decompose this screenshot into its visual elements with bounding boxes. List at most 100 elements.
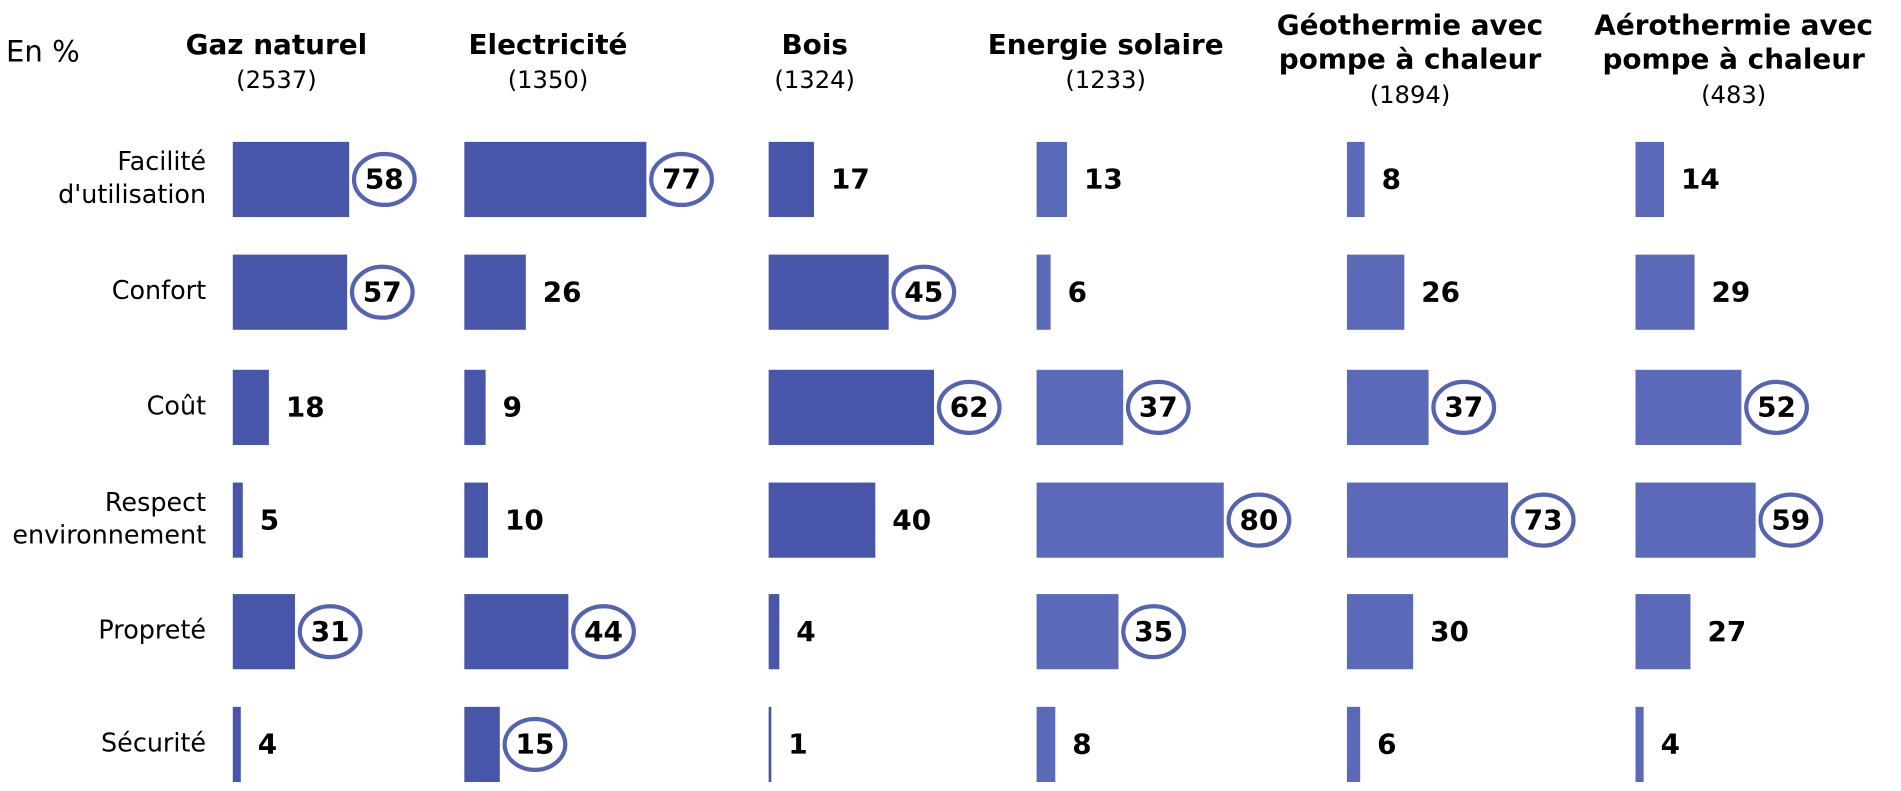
panel-subtitle: (483) [1701, 80, 1766, 109]
bar [768, 482, 876, 558]
bar [1635, 141, 1665, 218]
panel-subtitle: (1894) [1370, 80, 1451, 109]
bar [232, 254, 348, 330]
bar [464, 141, 647, 218]
highlight-circle [1510, 492, 1576, 548]
category-label: Sécurité [101, 728, 206, 758]
highlight-circle [936, 379, 1002, 435]
panel-title: pompe à chaleur [1279, 43, 1542, 76]
panel-title: Gaz naturel [186, 28, 368, 61]
value-label: 77 [662, 163, 701, 196]
value-label: 8 [1382, 163, 1401, 196]
bar [1346, 482, 1509, 558]
value-label: 40 [892, 503, 931, 536]
value-label: 59 [1771, 503, 1810, 536]
bar [768, 369, 935, 445]
value-label: 30 [1430, 615, 1469, 648]
panel-subtitle: (1233) [1065, 65, 1146, 94]
highlight-circle [297, 604, 363, 660]
panel-subtitle: (1350) [508, 65, 589, 94]
bar [768, 254, 889, 330]
value-label: 31 [311, 615, 350, 648]
bar [1346, 594, 1414, 670]
value-label: 52 [1757, 391, 1796, 424]
panel-title: Géothermie avec [1277, 9, 1543, 42]
category-label: environnement [12, 520, 206, 550]
bar [1635, 254, 1695, 330]
category-label: Propreté [98, 616, 206, 646]
value-label: 44 [584, 615, 623, 648]
bar [1635, 706, 1644, 783]
highlight-circle [571, 604, 636, 660]
category-label: Facilité [117, 147, 206, 177]
bar [1346, 369, 1429, 445]
highlight-circle [1125, 379, 1191, 435]
bar [1036, 369, 1124, 445]
value-label: 73 [1524, 503, 1563, 536]
value-label: 8 [1072, 728, 1091, 761]
bar [1635, 594, 1691, 670]
value-label: 4 [1661, 728, 1680, 761]
bar [232, 369, 269, 445]
bar [464, 594, 569, 670]
bar [1036, 706, 1056, 783]
bar [1635, 482, 1756, 558]
bar [768, 706, 772, 783]
value-label: 62 [950, 391, 989, 424]
highlight-circle [1744, 379, 1809, 435]
value-label: 58 [365, 163, 404, 196]
bar [232, 594, 295, 670]
panel-subtitle: (1324) [774, 65, 855, 94]
value-label: 9 [503, 391, 522, 424]
bar [768, 594, 780, 670]
value-label: 26 [543, 275, 582, 308]
value-label: 35 [1134, 615, 1173, 648]
panel-title: Energie solaire [988, 28, 1224, 61]
value-label: 14 [1681, 163, 1720, 196]
value-label: 10 [505, 503, 544, 536]
value-label: 27 [1707, 615, 1746, 648]
value-label: 45 [904, 275, 943, 308]
bar [464, 369, 486, 445]
bar [1036, 594, 1119, 670]
panel-title: Bois [781, 28, 848, 61]
value-label: 29 [1712, 275, 1751, 308]
bar [1036, 141, 1067, 218]
panel-title: Electricité [469, 28, 628, 61]
value-label: 6 [1068, 275, 1087, 308]
category-label: Confort [112, 276, 206, 306]
bar [232, 141, 350, 218]
panel-title: Aérothermie avec [1594, 9, 1873, 42]
highlight-circle [1121, 604, 1187, 660]
bar [768, 141, 814, 218]
bar [232, 706, 241, 783]
bar [1036, 254, 1051, 330]
value-label: 57 [363, 275, 402, 308]
category-label: Coût [147, 391, 206, 421]
bar [464, 482, 488, 558]
value-label: 13 [1084, 163, 1123, 196]
bar [1346, 706, 1361, 783]
bar [1635, 369, 1742, 445]
bar [464, 706, 500, 783]
bar [464, 254, 526, 330]
value-label: 1 [788, 728, 807, 761]
bar [1036, 482, 1224, 558]
value-label: 6 [1377, 728, 1396, 761]
value-label: 15 [516, 728, 555, 761]
value-label: 37 [1139, 391, 1178, 424]
highlight-circle [891, 264, 957, 320]
value-label: 37 [1444, 391, 1483, 424]
panel-subtitle: (2537) [236, 65, 317, 94]
bar [1346, 141, 1365, 218]
value-label: 4 [796, 615, 815, 648]
value-label: 17 [831, 163, 870, 196]
value-label: 5 [260, 503, 279, 536]
highlight-circle [649, 151, 714, 208]
value-label: 4 [258, 728, 277, 761]
category-label: Respect [105, 488, 206, 518]
bar [1346, 254, 1405, 330]
highlight-circle [351, 151, 417, 208]
value-label: 18 [286, 391, 325, 424]
